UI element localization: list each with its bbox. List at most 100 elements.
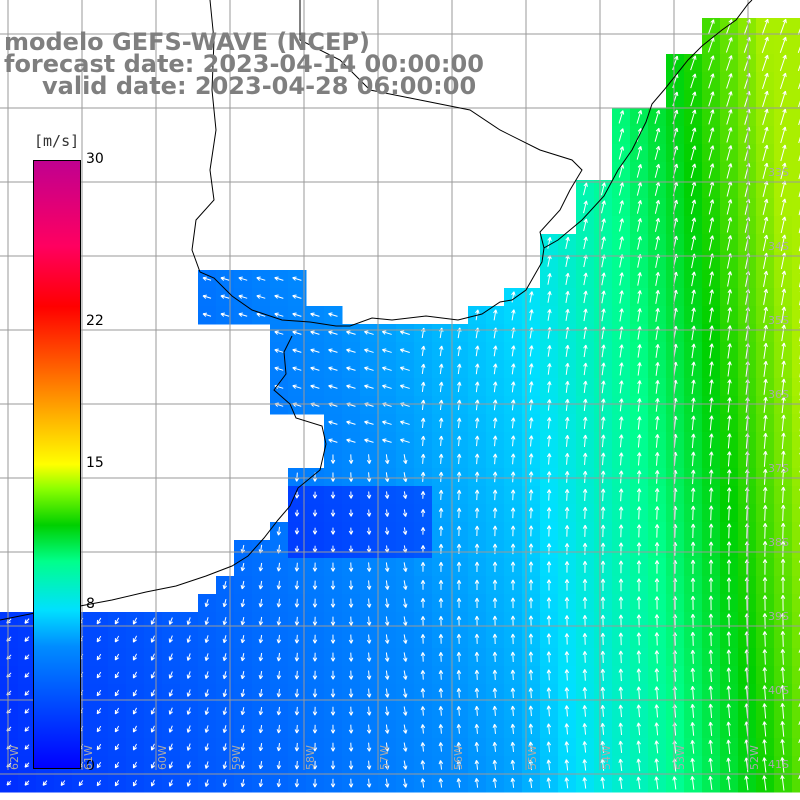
wind-arrow [636, 614, 642, 628]
wind-arrow [583, 290, 588, 304]
wind-arrow [636, 740, 641, 754]
wind-arrow [781, 306, 787, 324]
wind-arrow [78, 780, 84, 787]
wind-arrow [240, 707, 246, 716]
wind-arrow [690, 523, 696, 539]
wind-arrow [564, 597, 570, 609]
wind-arrow [798, 577, 800, 581]
wind-arrow [619, 434, 624, 448]
wind-arrow [474, 741, 480, 752]
wind-arrow [274, 366, 284, 371]
wind-arrow [238, 276, 248, 281]
wind-arrow [420, 381, 426, 393]
colorbar-units: [m/s] [34, 132, 80, 150]
wind-arrow [654, 542, 660, 556]
wind-arrow [565, 398, 570, 411]
wind-arrow [276, 688, 282, 698]
wind-arrow [762, 775, 767, 791]
wind-arrow [690, 163, 697, 179]
wind-arrow [690, 776, 695, 790]
wind-arrow [399, 420, 410, 425]
wind-arrow [690, 577, 696, 592]
wind-cell [792, 576, 800, 595]
wind-cell [792, 738, 800, 757]
wind-arrow [690, 559, 696, 574]
wind-cell [792, 558, 800, 577]
wind-arrow [310, 348, 320, 353]
wind-arrow [762, 216, 769, 234]
wind-arrow [456, 687, 462, 698]
wind-arrow [654, 488, 660, 502]
wind-arrow [600, 470, 606, 484]
wind-arrow [600, 704, 606, 717]
wind-arrow [492, 777, 498, 788]
wind-arrow [708, 109, 715, 125]
wind-arrow [456, 435, 462, 447]
wind-arrow [762, 90, 769, 108]
wind-arrow [150, 725, 155, 733]
wind-arrow [420, 363, 426, 375]
wind-arrow [636, 560, 642, 574]
wind-arrow [474, 633, 480, 644]
wind-arrow [186, 707, 192, 715]
wind-arrow [583, 200, 588, 214]
wind-arrow [762, 162, 769, 180]
wind-arrow [583, 380, 588, 394]
wind-arrow [384, 527, 390, 535]
wind-arrow [528, 489, 534, 501]
wind-cell [792, 522, 800, 541]
wind-cell [792, 648, 800, 667]
wind-arrow [528, 615, 534, 627]
wind-cell [792, 270, 800, 289]
wind-arrow [456, 381, 462, 393]
wind-arrow [690, 145, 697, 161]
wind-arrow [726, 73, 733, 89]
wind-arrow [256, 294, 266, 299]
wind-arrow [222, 779, 228, 787]
wind-arrow [114, 761, 120, 769]
wind-arrow [240, 616, 246, 626]
wind-arrow [492, 633, 498, 645]
wind-arrow [276, 580, 282, 590]
wind-arrow [727, 289, 732, 305]
wind-speed-cells [0, 18, 800, 793]
wind-arrow [655, 434, 660, 448]
wind-arrow [726, 631, 732, 647]
wind-arrow [654, 506, 660, 520]
wind-arrow [709, 343, 714, 359]
wind-arrow [528, 507, 534, 519]
wind-arrow [564, 633, 570, 645]
wind-arrow [24, 780, 30, 786]
wind-arrow [294, 670, 300, 680]
wind-arrow [582, 452, 588, 465]
wind-arrow [672, 55, 679, 71]
wind-arrow [384, 491, 390, 499]
wind-arrow [312, 580, 318, 590]
wind-arrow [636, 668, 642, 682]
wind-arrow [222, 761, 228, 769]
wind-arrow [528, 687, 534, 699]
wind-arrow [618, 524, 624, 538]
wind-arrow [420, 670, 426, 680]
wind-arrow [132, 725, 137, 733]
wind-arrow [456, 525, 462, 536]
wind-arrow [276, 598, 282, 608]
wind-arrow [150, 617, 155, 625]
wind-arrow [258, 779, 264, 788]
wind-arrow [691, 325, 696, 341]
wind-arrow [546, 543, 552, 555]
wind-arrow [114, 653, 120, 661]
wind-arrow [403, 454, 408, 465]
wind-arrow [690, 217, 697, 233]
wind-arrow [510, 633, 516, 645]
wind-arrow [330, 616, 336, 626]
wind-arrow [204, 743, 210, 751]
wind-arrow [384, 616, 390, 626]
wind-arrow [564, 489, 570, 501]
wind-arrow [655, 289, 660, 304]
wind-arrow [348, 742, 354, 752]
wind-arrow [312, 598, 318, 608]
wind-arrow [618, 560, 624, 574]
wind-arrow [798, 595, 800, 599]
longitude-label: 62W [8, 745, 21, 770]
